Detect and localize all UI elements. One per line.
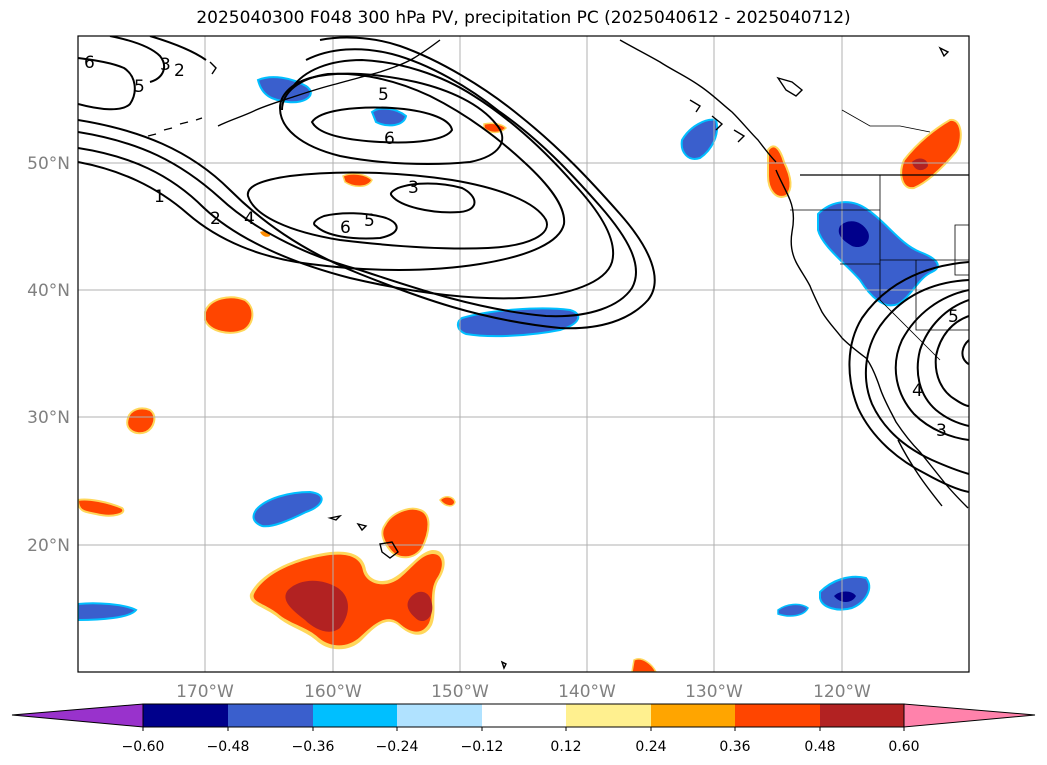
contour-label: 4: [912, 381, 923, 401]
contour-label: 1: [154, 187, 165, 207]
contour-label: 3: [160, 55, 171, 75]
lon-label-130w: 130°W: [685, 682, 743, 702]
precip-blob-23N-180: [78, 498, 125, 517]
lat-label-30n: 30°N: [27, 408, 70, 428]
contour-label: 2: [210, 209, 221, 229]
map-frame: [77, 35, 970, 673]
lat-label-50n: 50°N: [27, 154, 70, 174]
colorbar-tick-label: 0.24: [635, 739, 666, 755]
lon-label-170w: 170°W: [176, 682, 234, 702]
lon-labels: 170°W 160°W 150°W 140°W 130°W 120°W: [176, 682, 871, 702]
colorbar-tick-label: −0.36: [292, 739, 335, 755]
contour-label: 5: [378, 85, 389, 105]
graticule: [78, 36, 969, 672]
colorbar-segment: [397, 704, 482, 727]
lon-label-120w: 120°W: [813, 682, 871, 702]
colorbar-extend-low: [11, 703, 144, 728]
map-title: 2025040300 F048 300 hPa PV, precipitatio…: [196, 8, 851, 28]
contour-label: 5: [364, 211, 375, 231]
lon-label-150w: 150°W: [431, 682, 489, 702]
colorbar-tick-label: 0.36: [719, 739, 750, 755]
lat-label-20n: 20°N: [27, 536, 70, 556]
coastlines: [147, 39, 969, 670]
contour-label: 5: [134, 77, 145, 97]
contour-label: 6: [84, 53, 95, 73]
precip-blob-alberta: [900, 118, 962, 190]
contour-labels: 6 3 2 5 5 6 3 1 2 4 6 5 5 4 3: [84, 53, 959, 441]
colorbar-tick-label: −0.24: [376, 739, 419, 755]
colorbar-tick-label: −0.48: [207, 739, 250, 755]
lat-label-40n: 40°N: [27, 281, 70, 301]
contour-label: 2: [174, 61, 185, 81]
colorbar-segment: [143, 704, 228, 727]
colorbar-segment: [735, 704, 820, 727]
precip-shading: [78, 76, 962, 672]
contour-label: 5: [948, 307, 959, 327]
contour-label: 3: [936, 421, 947, 441]
colorbar-segment: [566, 704, 651, 727]
precip-core-2: [407, 591, 433, 622]
colorbar-tick-label: −0.12: [461, 739, 504, 755]
colorbar-extend-high: [903, 703, 1036, 728]
colorbar-tick-label: 0.48: [804, 739, 835, 755]
lon-label-160w: 160°W: [304, 682, 362, 702]
colorbar-tick-label: 0.60: [888, 739, 919, 755]
pv-contours: [78, 36, 969, 493]
colorbar-segment: [228, 704, 313, 727]
lon-label-140w: 140°W: [558, 682, 616, 702]
contour-label: 6: [340, 218, 351, 238]
contour-label: 6: [384, 129, 395, 149]
precip-blob-40N-168W: [204, 296, 254, 334]
precip-neg-23N: [252, 490, 323, 528]
colorbar-segment: [313, 704, 397, 727]
map-area: [78, 36, 969, 672]
colorbar-tick-label: −0.60: [122, 739, 165, 755]
colorbar: −0.60 −0.48 −0.36 −0.24 −0.12 0.12 0.24 …: [11, 703, 1036, 755]
precip-core-1: [285, 580, 348, 632]
precip-blob-30N-173W: [126, 407, 156, 435]
colorbar-segment: [651, 704, 735, 727]
contour-label: 4: [244, 209, 255, 229]
colorbar-segment: [482, 704, 566, 727]
lat-labels: 50°N 40°N 30°N 20°N: [27, 154, 70, 556]
colorbar-tick-label: 0.12: [550, 739, 581, 755]
colorbar-segment: [820, 704, 904, 727]
contour-label: 3: [408, 178, 419, 198]
